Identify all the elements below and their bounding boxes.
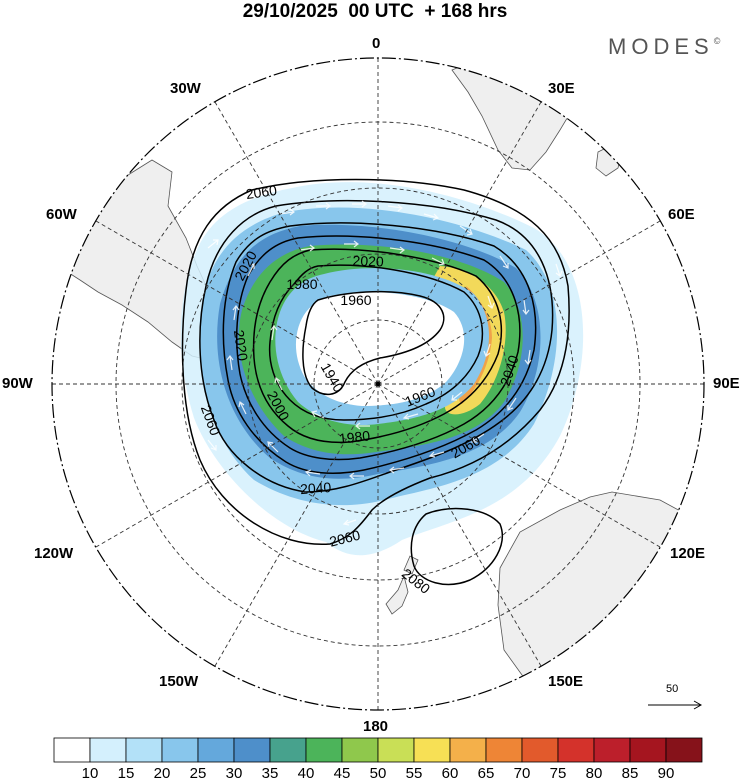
colorbar-tick-label: 75 [550,765,567,782]
map-boundary [51,57,705,711]
longitude-label-150w: 150W [159,673,199,690]
colorbar-swatch [197,737,235,763]
colorbar: 10 15 20 25 30 35 40 45 50 55 60 65 70 75 80 85 90 [53,737,703,782]
wind-speed-shading [180,182,584,556]
colorbar-tick-label: 20 [154,765,171,782]
colorbar-swatch [89,737,127,763]
australia-landmass [497,491,704,710]
colorbar-swatch [521,737,559,763]
colorbar-swatch [377,737,415,763]
colorbar-tick-label: 60 [442,765,459,782]
longitude-label-30w: 30W [170,80,201,97]
colorbar-tick-label: 50 [370,765,387,782]
contour-label: 1980 [338,427,371,446]
colorbar-swatch [125,737,163,763]
colorbar-swatch [593,737,631,763]
reference-vector-arrow [648,700,703,710]
longitude-label-90w: 90W [2,375,33,392]
colorbar-tick-label: 25 [190,765,207,782]
colorbar-tick-label: 40 [298,765,315,782]
contour-label: 2040 [300,479,332,497]
brand-logo: MODES© [608,34,721,59]
longitude-label-120w: 120W [34,545,74,562]
longitude-label-90e: 90E [713,375,740,392]
longitude-label-60e: 60E [668,206,695,223]
colorbar-tick-label: 35 [262,765,279,782]
colorbar-tick-label: 30 [226,765,243,782]
colorbar-swatch [413,737,451,763]
colorbar-tick-label: 10 [82,765,99,782]
wind-vectors [207,200,563,526]
longitude-label-150e: 150E [548,673,584,690]
reference-vector-label: 50 [666,683,679,695]
contour-label: 1980 [286,276,317,292]
colorbar-tick-label: 55 [406,765,423,782]
colorbar-tick-label: 15 [118,765,135,782]
colorbar-swatch [341,737,379,763]
south-pole-marker [375,381,381,387]
longitude-label-0: 0 [372,35,381,52]
colorbar-tick-label: 65 [478,765,495,782]
colorbar-swatch [305,737,343,763]
contour-label: 1960 [340,292,371,308]
colorbar-swatch [665,737,703,763]
contour-label: 2020 [352,252,384,269]
colorbar-swatch [629,737,667,763]
longitude-label-180: 180 [363,718,389,735]
colorbar-swatch [53,737,91,763]
longitude-label-30e: 30E [548,80,575,97]
map-title: 29/10/2025 00 UTC + 168 hrs [242,1,508,22]
madagascar-landmass [595,145,623,177]
colorbar-swatch [233,737,271,763]
colorbar-tick-label: 90 [658,765,675,782]
colorbar-swatch [557,737,595,763]
colorbar-swatch [269,737,307,763]
colorbar-swatch [449,737,487,763]
contour-label: 2060 [328,527,362,550]
contour-label: 2020 [231,329,251,362]
new-zealand-landmass [385,555,419,615]
colorbar-swatch [161,737,199,763]
meridian-lines [52,58,704,710]
colorbar-tick-label: 45 [334,765,351,782]
colorbar-tick-label: 70 [514,765,531,782]
contour-label: 2060 [245,182,278,202]
colorbar-tick-label: 80 [586,765,603,782]
longitude-label-120e: 120E [670,545,706,562]
longitude-label-60w: 60W [46,206,77,223]
colorbar-swatch [485,737,523,763]
africa-landmass [451,58,573,171]
colorbar-tick-label: 85 [622,765,639,782]
